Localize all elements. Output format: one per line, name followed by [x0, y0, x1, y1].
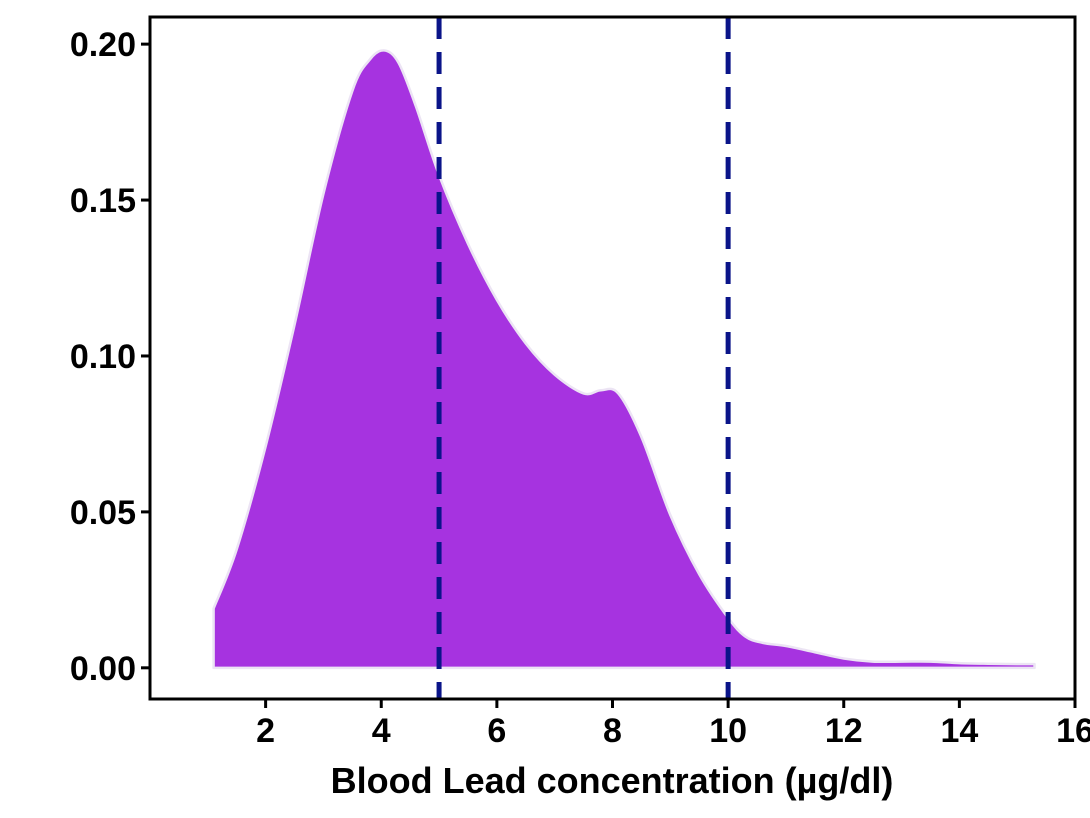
- density-area-density: [212, 49, 1036, 670]
- y-tick-label-2: 0.10: [70, 338, 136, 376]
- y-tick-label-4: 0.20: [70, 26, 136, 64]
- y-tick-label-1: 0.05: [70, 494, 136, 532]
- x-tick-label-16: 16: [1056, 712, 1090, 750]
- x-tick-label-8: 8: [603, 712, 622, 750]
- x-axis: 2 4 6 8 10 12 14 16: [256, 699, 1090, 750]
- x-tick-label-12: 12: [825, 712, 863, 750]
- x-tick-label-6: 6: [487, 712, 506, 750]
- x-tick-label-10: 10: [709, 712, 747, 750]
- y-tick-label-3: 0.15: [70, 182, 136, 220]
- density-area-layer: [212, 49, 1036, 670]
- x-axis-title: Blood Lead concentration (µg/dl): [331, 760, 894, 801]
- x-tick-label-2: 2: [256, 712, 275, 750]
- reference-lines-layer: [436, 17, 731, 699]
- x-tick-label-4: 4: [372, 712, 391, 750]
- x-tick-label-14: 14: [940, 712, 978, 750]
- y-axis: 0.00 0.05 0.10 0.15 0.20: [70, 26, 150, 688]
- y-tick-label-0: 0.00: [70, 650, 136, 688]
